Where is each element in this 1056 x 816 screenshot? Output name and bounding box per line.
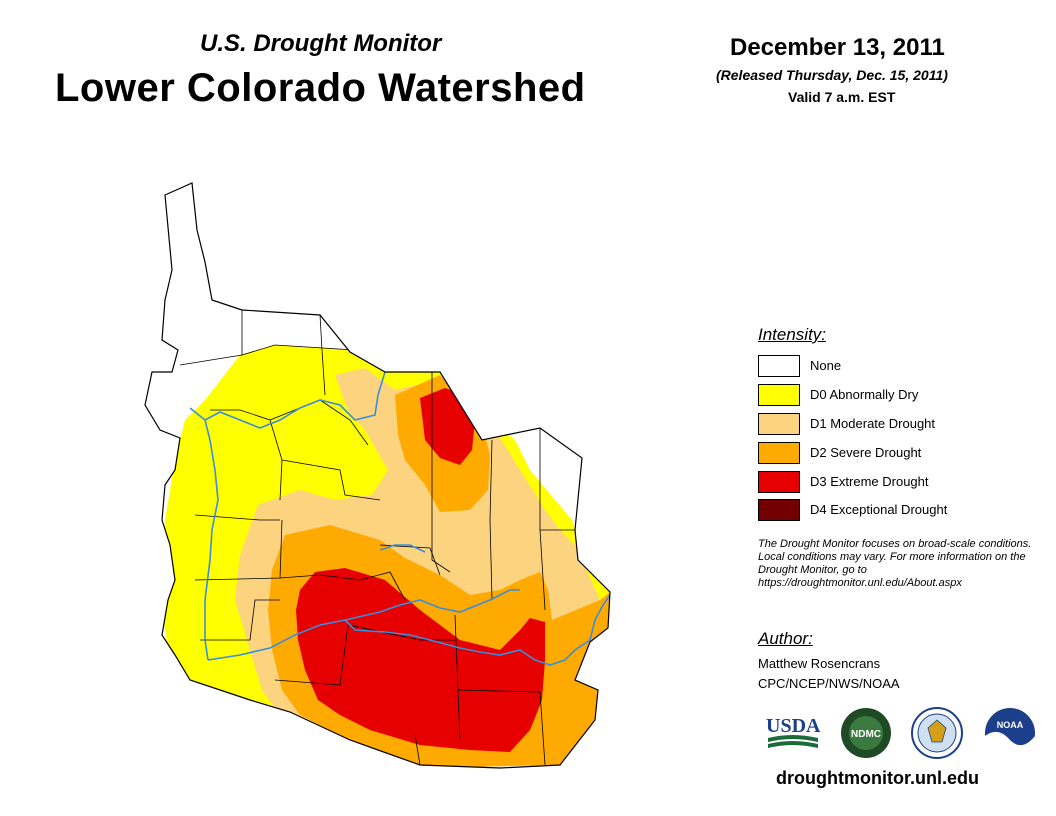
- valid-time: Valid 7 a.m. EST: [788, 89, 896, 105]
- legend-label: D0 Abnormally Dry: [810, 387, 919, 402]
- release-date: (Released Thursday, Dec. 15, 2011): [716, 67, 948, 83]
- usda-logo: USDA: [766, 715, 821, 748]
- legend-swatch: [758, 499, 800, 521]
- subbasin-boundaries: [179, 310, 575, 766]
- svg-text:NOAA: NOAA: [997, 720, 1024, 730]
- legend-title: Intensity:: [758, 325, 827, 344]
- legend-swatch: [758, 384, 800, 406]
- author-organization: CPC/NCEP/NWS/NOAA: [758, 676, 900, 691]
- ndmc-logo: NDMC: [841, 708, 891, 758]
- legend-swatch: [758, 413, 800, 435]
- author-heading: Author:: [758, 629, 813, 648]
- svg-text:NDMC: NDMC: [851, 729, 881, 740]
- drought-monitor-note: The Drought Monitor focuses on broad-sca…: [758, 538, 1032, 589]
- d3-extreme-drought-area-south: [296, 568, 545, 752]
- legend-swatch: [758, 442, 800, 464]
- map-date: December 13, 2011: [730, 34, 945, 61]
- noaa-logo: NOAA: [985, 708, 1035, 761]
- partner-logos: USDA NDMC NOAA: [766, 707, 1035, 761]
- page-title: Lower Colorado Watershed: [55, 66, 586, 110]
- author-name: Matthew Rosencrans: [758, 656, 881, 671]
- legend-label: None: [810, 358, 842, 373]
- map-subtitle: U.S. Drought Monitor: [200, 30, 442, 57]
- legend-label: D4 Exceptional Drought: [810, 502, 948, 517]
- doc-seal-logo: [911, 707, 963, 759]
- legend-swatch: [758, 471, 800, 493]
- site-url: droughtmonitor.unl.edu: [776, 768, 979, 788]
- svg-text:USDA: USDA: [766, 715, 821, 737]
- legend-label: D2 Severe Drought: [810, 445, 922, 460]
- river-network: [189, 371, 610, 666]
- legend-label: D1 Moderate Drought: [810, 416, 936, 431]
- legend-label: D3 Extreme Drought: [810, 474, 929, 489]
- legend-swatch: [758, 355, 800, 377]
- drought-map: [144, 182, 611, 769]
